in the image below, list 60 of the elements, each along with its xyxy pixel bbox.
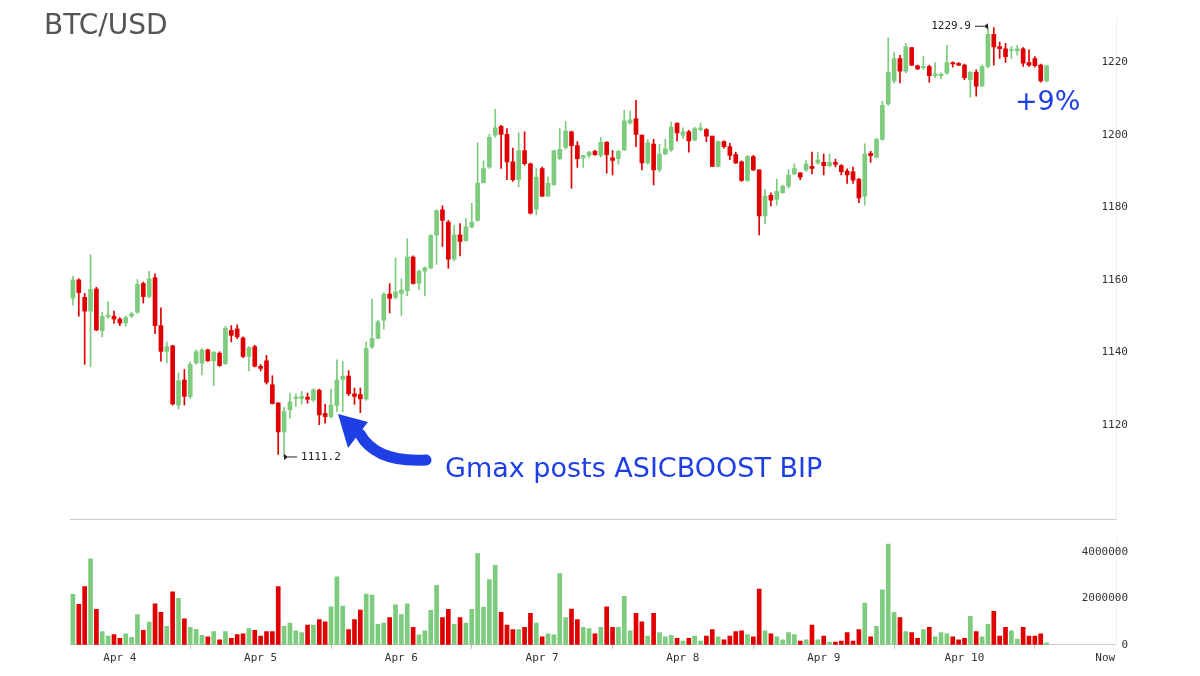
- bar: [651, 613, 656, 645]
- bar: [645, 635, 651, 645]
- x-tick-label: Apr 8: [666, 651, 700, 665]
- candlestick: [340, 361, 346, 412]
- candlestick: [809, 151, 815, 175]
- y-tick-label: 1120: [1101, 417, 1128, 431]
- candlestick: [821, 153, 827, 176]
- chart-title: BTC/USD: [44, 8, 168, 41]
- annotation: Gmax posts ASICBOOST BIP: [445, 452, 823, 483]
- bar: [903, 631, 909, 645]
- bar: [311, 624, 316, 645]
- bar: [451, 623, 457, 645]
- x-tick-label: Apr 10: [944, 651, 985, 665]
- bar: [821, 635, 827, 645]
- candlestick: [492, 109, 498, 138]
- annotation: +9%: [1015, 85, 1081, 116]
- bar: [862, 602, 868, 645]
- bar: [968, 616, 973, 645]
- bar: [1044, 642, 1049, 645]
- bar: [94, 608, 99, 645]
- x-tick-label: Apr 9: [807, 651, 841, 665]
- bar: [140, 629, 146, 645]
- bar: [88, 558, 93, 645]
- bar: [387, 617, 392, 645]
- bar: [176, 598, 181, 645]
- bar: [516, 629, 522, 645]
- x-tick-label: Now: [1095, 651, 1116, 665]
- bar: [223, 631, 228, 645]
- x-tick-label: Apr 5: [244, 651, 278, 665]
- bar: [211, 631, 217, 645]
- y-tick-label: 0: [1121, 637, 1128, 651]
- y-tick-label: 4000000: [1081, 545, 1128, 559]
- bar: [182, 618, 187, 645]
- y-tick-label: 1160: [1101, 272, 1128, 286]
- candlestick: [469, 202, 475, 229]
- x-tick-label: Apr 7: [525, 651, 559, 665]
- y-tick-label: 1200: [1101, 127, 1128, 141]
- candlestick: [498, 124, 504, 169]
- bar: [926, 626, 932, 645]
- y-tick-label: 1220: [1101, 55, 1128, 69]
- bar: [745, 634, 750, 645]
- candlestick: [211, 351, 217, 386]
- annotation: 1229.9: [931, 19, 971, 33]
- bar: [921, 629, 926, 645]
- y-tick-label: 1140: [1101, 345, 1128, 359]
- bar: [686, 638, 692, 645]
- bar: [164, 626, 170, 645]
- bar: [170, 591, 175, 645]
- candlestick: [932, 62, 938, 79]
- y-tick-label: 2000000: [1081, 591, 1128, 605]
- annotation: 1111.2: [301, 449, 341, 463]
- x-tick-label: Apr 6: [384, 651, 418, 665]
- bar: [598, 626, 604, 645]
- bar: [973, 631, 979, 645]
- x-tick-label: Apr 4: [103, 651, 137, 665]
- bar: [305, 624, 310, 645]
- bar: [868, 636, 873, 645]
- bar: [533, 622, 539, 645]
- bar: [146, 621, 152, 645]
- y-tick-label: 1180: [1101, 200, 1128, 214]
